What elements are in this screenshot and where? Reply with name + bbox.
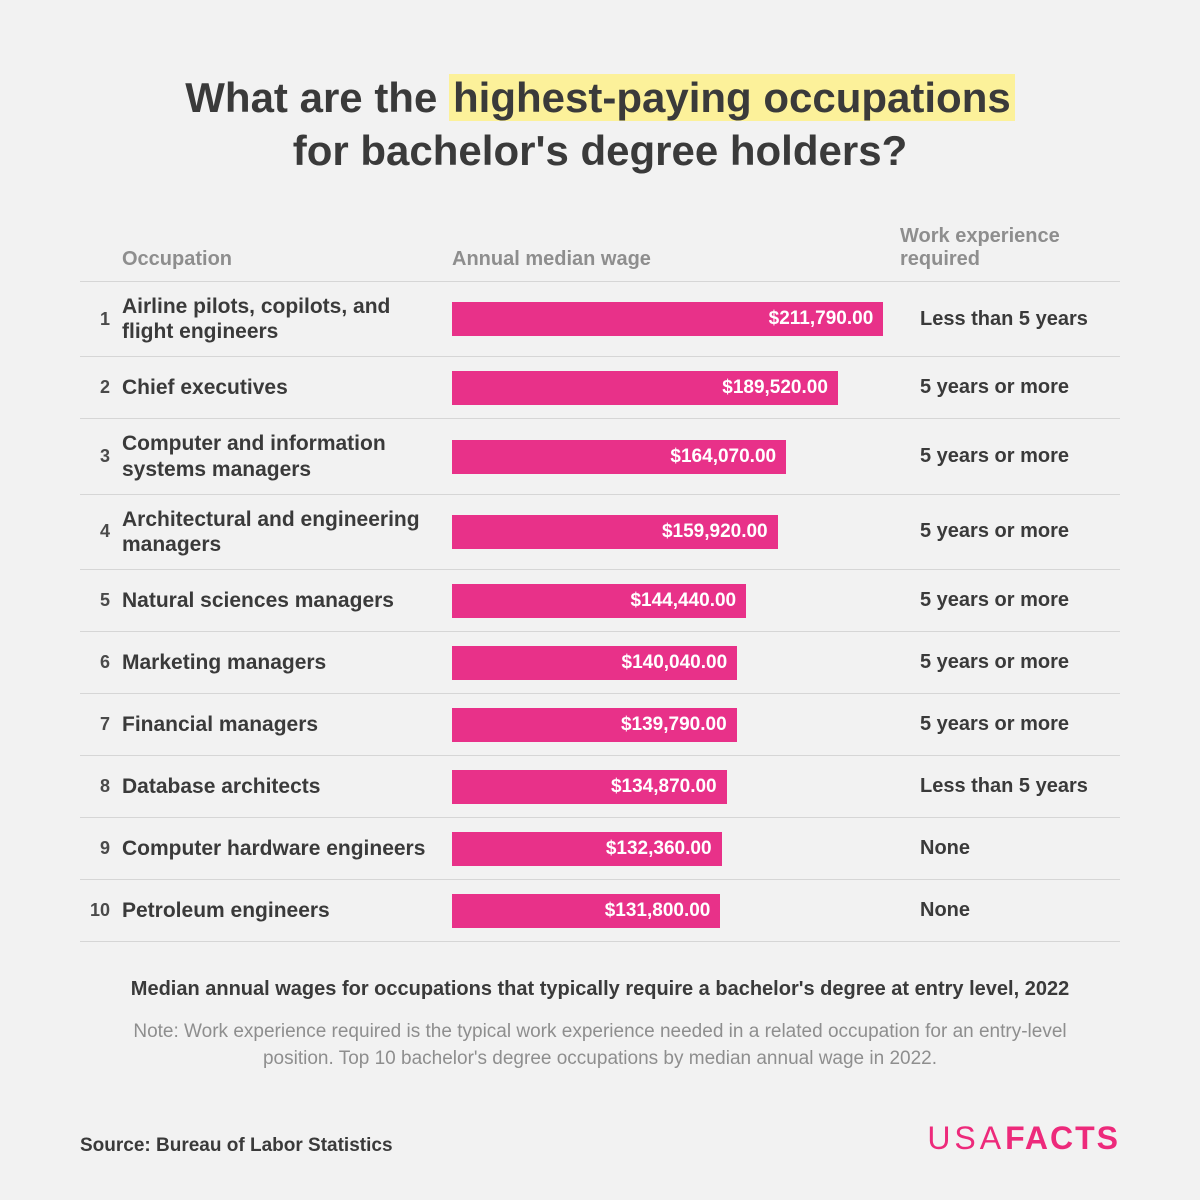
wage-bar: $132,360.00 — [452, 832, 722, 866]
source-label: Source: Bureau of Labor Statistics — [80, 1135, 393, 1157]
header-experience: Work experience required — [900, 225, 1120, 271]
experience-label: 5 years or more — [900, 713, 1120, 736]
table-row: 3Computer and information systems manage… — [80, 419, 1120, 494]
bar-cell: $144,440.00 — [452, 584, 900, 618]
table-row: 4Architectural and engineering managers$… — [80, 495, 1120, 570]
occupation-label: Marketing managers — [122, 650, 452, 675]
table-row: 1Airline pilots, copilots, and flight en… — [80, 282, 1120, 357]
title-highlight: highest-paying occupations — [449, 74, 1015, 121]
chart-title: What are the highest-paying occupations … — [80, 72, 1120, 177]
experience-label: Less than 5 years — [900, 775, 1120, 798]
occupation-label: Computer hardware engineers — [122, 836, 452, 861]
bar-cell: $139,790.00 — [452, 708, 900, 742]
chart-note: Note: Work experience required is the ty… — [80, 1019, 1120, 1072]
occupation-label: Financial managers — [122, 712, 452, 737]
experience-label: 5 years or more — [900, 520, 1120, 543]
wage-bar: $139,790.00 — [452, 708, 737, 742]
wage-bar: $134,870.00 — [452, 770, 727, 804]
occupation-label: Computer and information systems manager… — [122, 431, 452, 481]
occupation-label: Natural sciences managers — [122, 588, 452, 613]
occupation-label: Architectural and engineering managers — [122, 507, 452, 557]
experience-label: None — [900, 837, 1120, 860]
wage-bar: $211,790.00 — [452, 302, 883, 336]
rank: 6 — [80, 652, 122, 673]
table-row: 8Database architects$134,870.00 Less than… — [80, 756, 1120, 818]
rank: 3 — [80, 446, 122, 467]
column-headers: Occupation Annual median wage Work exper… — [80, 225, 1120, 282]
bar-cell: $132,360.00 — [452, 832, 900, 866]
rank: 8 — [80, 776, 122, 797]
wage-bar: $189,520.00 — [452, 371, 838, 405]
rank: 10 — [80, 900, 122, 921]
bar-cell: $189,520.00 — [452, 371, 900, 405]
table-row: 9Computer hardware engineers$132,360.00 N… — [80, 818, 1120, 880]
bar-cell: $211,790.00 — [452, 302, 900, 336]
wage-bar: $144,440.00 — [452, 584, 746, 618]
usafacts-logo: USAFACTS — [927, 1120, 1120, 1157]
title-post: for bachelor's degree holders? — [293, 127, 907, 174]
table-row: 10Petroleum engineers$131,800.00 None — [80, 880, 1120, 942]
experience-label: 5 years or more — [900, 376, 1120, 399]
table-row: 2Chief executives$189,520.00 5 years or m… — [80, 357, 1120, 419]
chart-subtitle: Median annual wages for occupations that… — [80, 978, 1120, 1001]
experience-label: Less than 5 years — [900, 308, 1120, 331]
wage-bar: $140,040.00 — [452, 646, 737, 680]
bar-cell: $134,870.00 — [452, 770, 900, 804]
bar-cell: $159,920.00 — [452, 515, 900, 549]
rank: 7 — [80, 714, 122, 735]
occupation-label: Petroleum engineers — [122, 898, 452, 923]
rank: 4 — [80, 521, 122, 542]
occupation-label: Database architects — [122, 774, 452, 799]
rank: 2 — [80, 377, 122, 398]
bar-cell: $131,800.00 — [452, 894, 900, 928]
logo-bold: FACTS — [1005, 1120, 1120, 1156]
rank: 5 — [80, 590, 122, 611]
wage-bar: $159,920.00 — [452, 515, 778, 549]
chart-rows: 1Airline pilots, copilots, and flight en… — [80, 282, 1120, 942]
experience-label: 5 years or more — [900, 589, 1120, 612]
experience-label: None — [900, 899, 1120, 922]
bar-cell: $140,040.00 — [452, 646, 900, 680]
footer: Source: Bureau of Labor Statistics USAFA… — [80, 1120, 1120, 1157]
table-row: 5Natural sciences managers$144,440.00 5 y… — [80, 570, 1120, 632]
experience-label: 5 years or more — [900, 445, 1120, 468]
occupation-label: Airline pilots, copilots, and flight eng… — [122, 294, 452, 344]
table-row: 6Marketing managers$140,040.00 5 years or… — [80, 632, 1120, 694]
header-wage: Annual median wage — [452, 248, 900, 271]
wage-bar: $164,070.00 — [452, 440, 786, 474]
header-occupation: Occupation — [122, 248, 452, 271]
occupation-label: Chief executives — [122, 375, 452, 400]
experience-label: 5 years or more — [900, 651, 1120, 674]
title-pre: What are the — [185, 74, 449, 121]
rank: 9 — [80, 838, 122, 859]
table-row: 7Financial managers$139,790.00 5 years or… — [80, 694, 1120, 756]
bar-cell: $164,070.00 — [452, 440, 900, 474]
rank: 1 — [80, 309, 122, 330]
logo-light: USA — [927, 1120, 1005, 1156]
wage-bar: $131,800.00 — [452, 894, 720, 928]
